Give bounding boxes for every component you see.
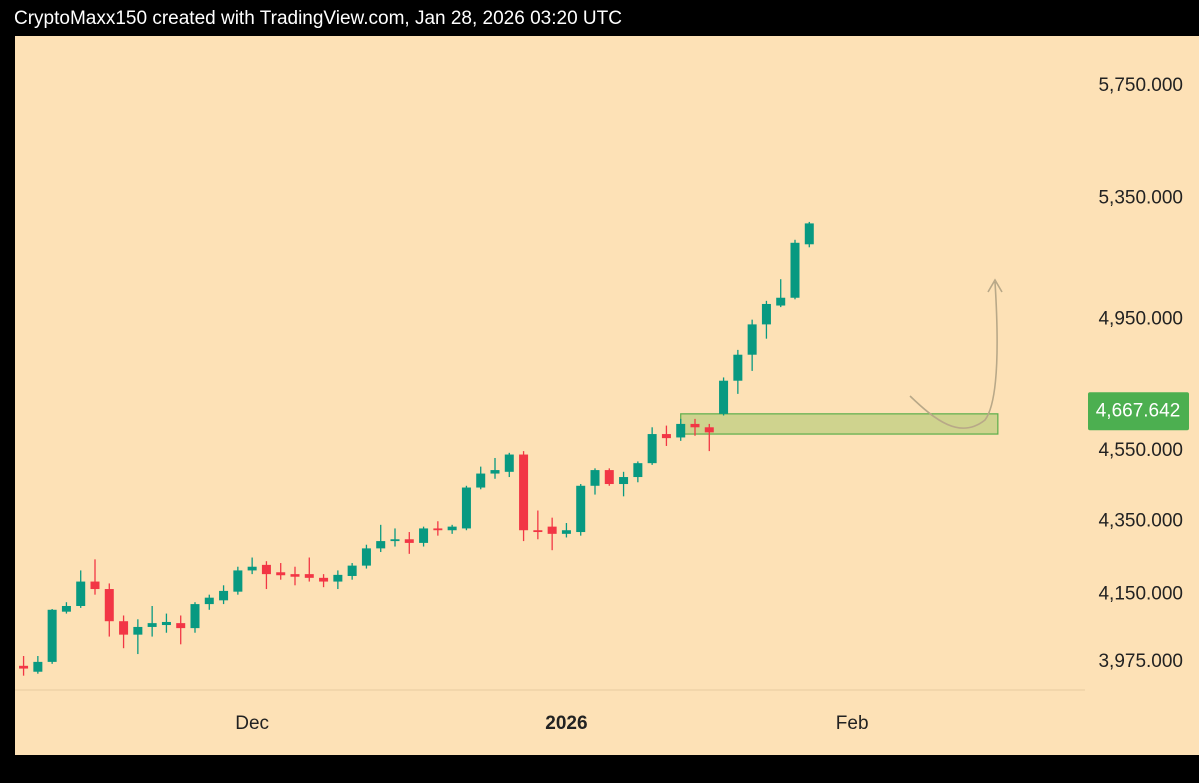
candle-body <box>476 473 486 488</box>
candle-body <box>433 528 443 531</box>
candle-body <box>61 605 71 612</box>
candle-body <box>261 564 271 575</box>
price-label: 4,667.642 <box>1096 400 1181 421</box>
x-tick-label: 2026 <box>545 713 587 734</box>
candle-body <box>761 303 771 325</box>
zone <box>680 413 999 435</box>
candle-body <box>719 380 729 414</box>
plot-background <box>15 36 1199 755</box>
candle-body <box>190 604 200 629</box>
candle-body <box>590 470 600 486</box>
candle-body <box>147 623 157 627</box>
candle-body <box>304 574 314 578</box>
candle-body <box>504 454 514 472</box>
candle-body <box>390 539 400 542</box>
y-tick-label: 4,950.000 <box>1098 309 1183 330</box>
candle-body <box>419 528 429 543</box>
candle-body <box>461 487 471 529</box>
candle-body <box>90 581 100 590</box>
candle-body <box>161 621 171 626</box>
candle-body <box>790 242 800 298</box>
candle-body <box>76 581 86 606</box>
chart-title: CryptoMaxx150 created with TradingView.c… <box>14 8 622 29</box>
candle-body <box>776 297 786 306</box>
candle-body <box>33 661 43 672</box>
candle-body <box>404 539 414 543</box>
y-tick-label: 5,750.000 <box>1098 75 1183 96</box>
x-tick-label: Dec <box>235 713 269 734</box>
candle-body <box>347 565 357 576</box>
candle-body <box>490 470 500 474</box>
candle-body <box>804 223 814 245</box>
candle-body <box>676 423 686 438</box>
candle-body <box>619 477 629 485</box>
candle-body <box>633 463 643 478</box>
candle-body <box>376 541 386 549</box>
candle-body <box>533 530 543 533</box>
candle-body <box>276 572 286 576</box>
y-tick-label: 4,350.000 <box>1098 510 1183 531</box>
candle-body <box>604 470 614 485</box>
candle-body <box>333 574 343 582</box>
candle-body <box>176 623 186 629</box>
candle-body <box>704 427 714 433</box>
y-tick-label: 4,150.000 <box>1098 584 1183 605</box>
candle-body <box>290 574 300 577</box>
candle-body <box>690 423 700 428</box>
candle-body <box>204 597 214 605</box>
arrow <box>909 278 1003 429</box>
candle-body <box>561 530 571 534</box>
y-tick-label: 3,975.000 <box>1098 651 1183 672</box>
candle-body <box>576 485 586 533</box>
candle-body <box>447 526 457 531</box>
price-label-box <box>1088 392 1189 431</box>
candle-body <box>133 626 143 635</box>
candle-body <box>361 548 371 566</box>
candle-body <box>747 324 757 355</box>
candle-body <box>519 454 529 531</box>
candle-body <box>119 621 129 635</box>
candle-body <box>104 589 114 622</box>
candle-body <box>19 665 29 669</box>
candle-body <box>647 434 657 464</box>
candle-body <box>247 566 257 571</box>
y-tick-label: 5,350.000 <box>1098 187 1183 208</box>
y-tick-label: 4,550.000 <box>1098 440 1183 461</box>
x-tick-label: Feb <box>836 713 869 734</box>
candle-body <box>219 590 229 601</box>
candle-body <box>733 354 743 381</box>
candle-body <box>547 526 557 534</box>
candle-body <box>319 577 329 582</box>
candle-body <box>233 570 243 592</box>
candle-body <box>47 609 57 662</box>
candle-body <box>661 434 671 439</box>
